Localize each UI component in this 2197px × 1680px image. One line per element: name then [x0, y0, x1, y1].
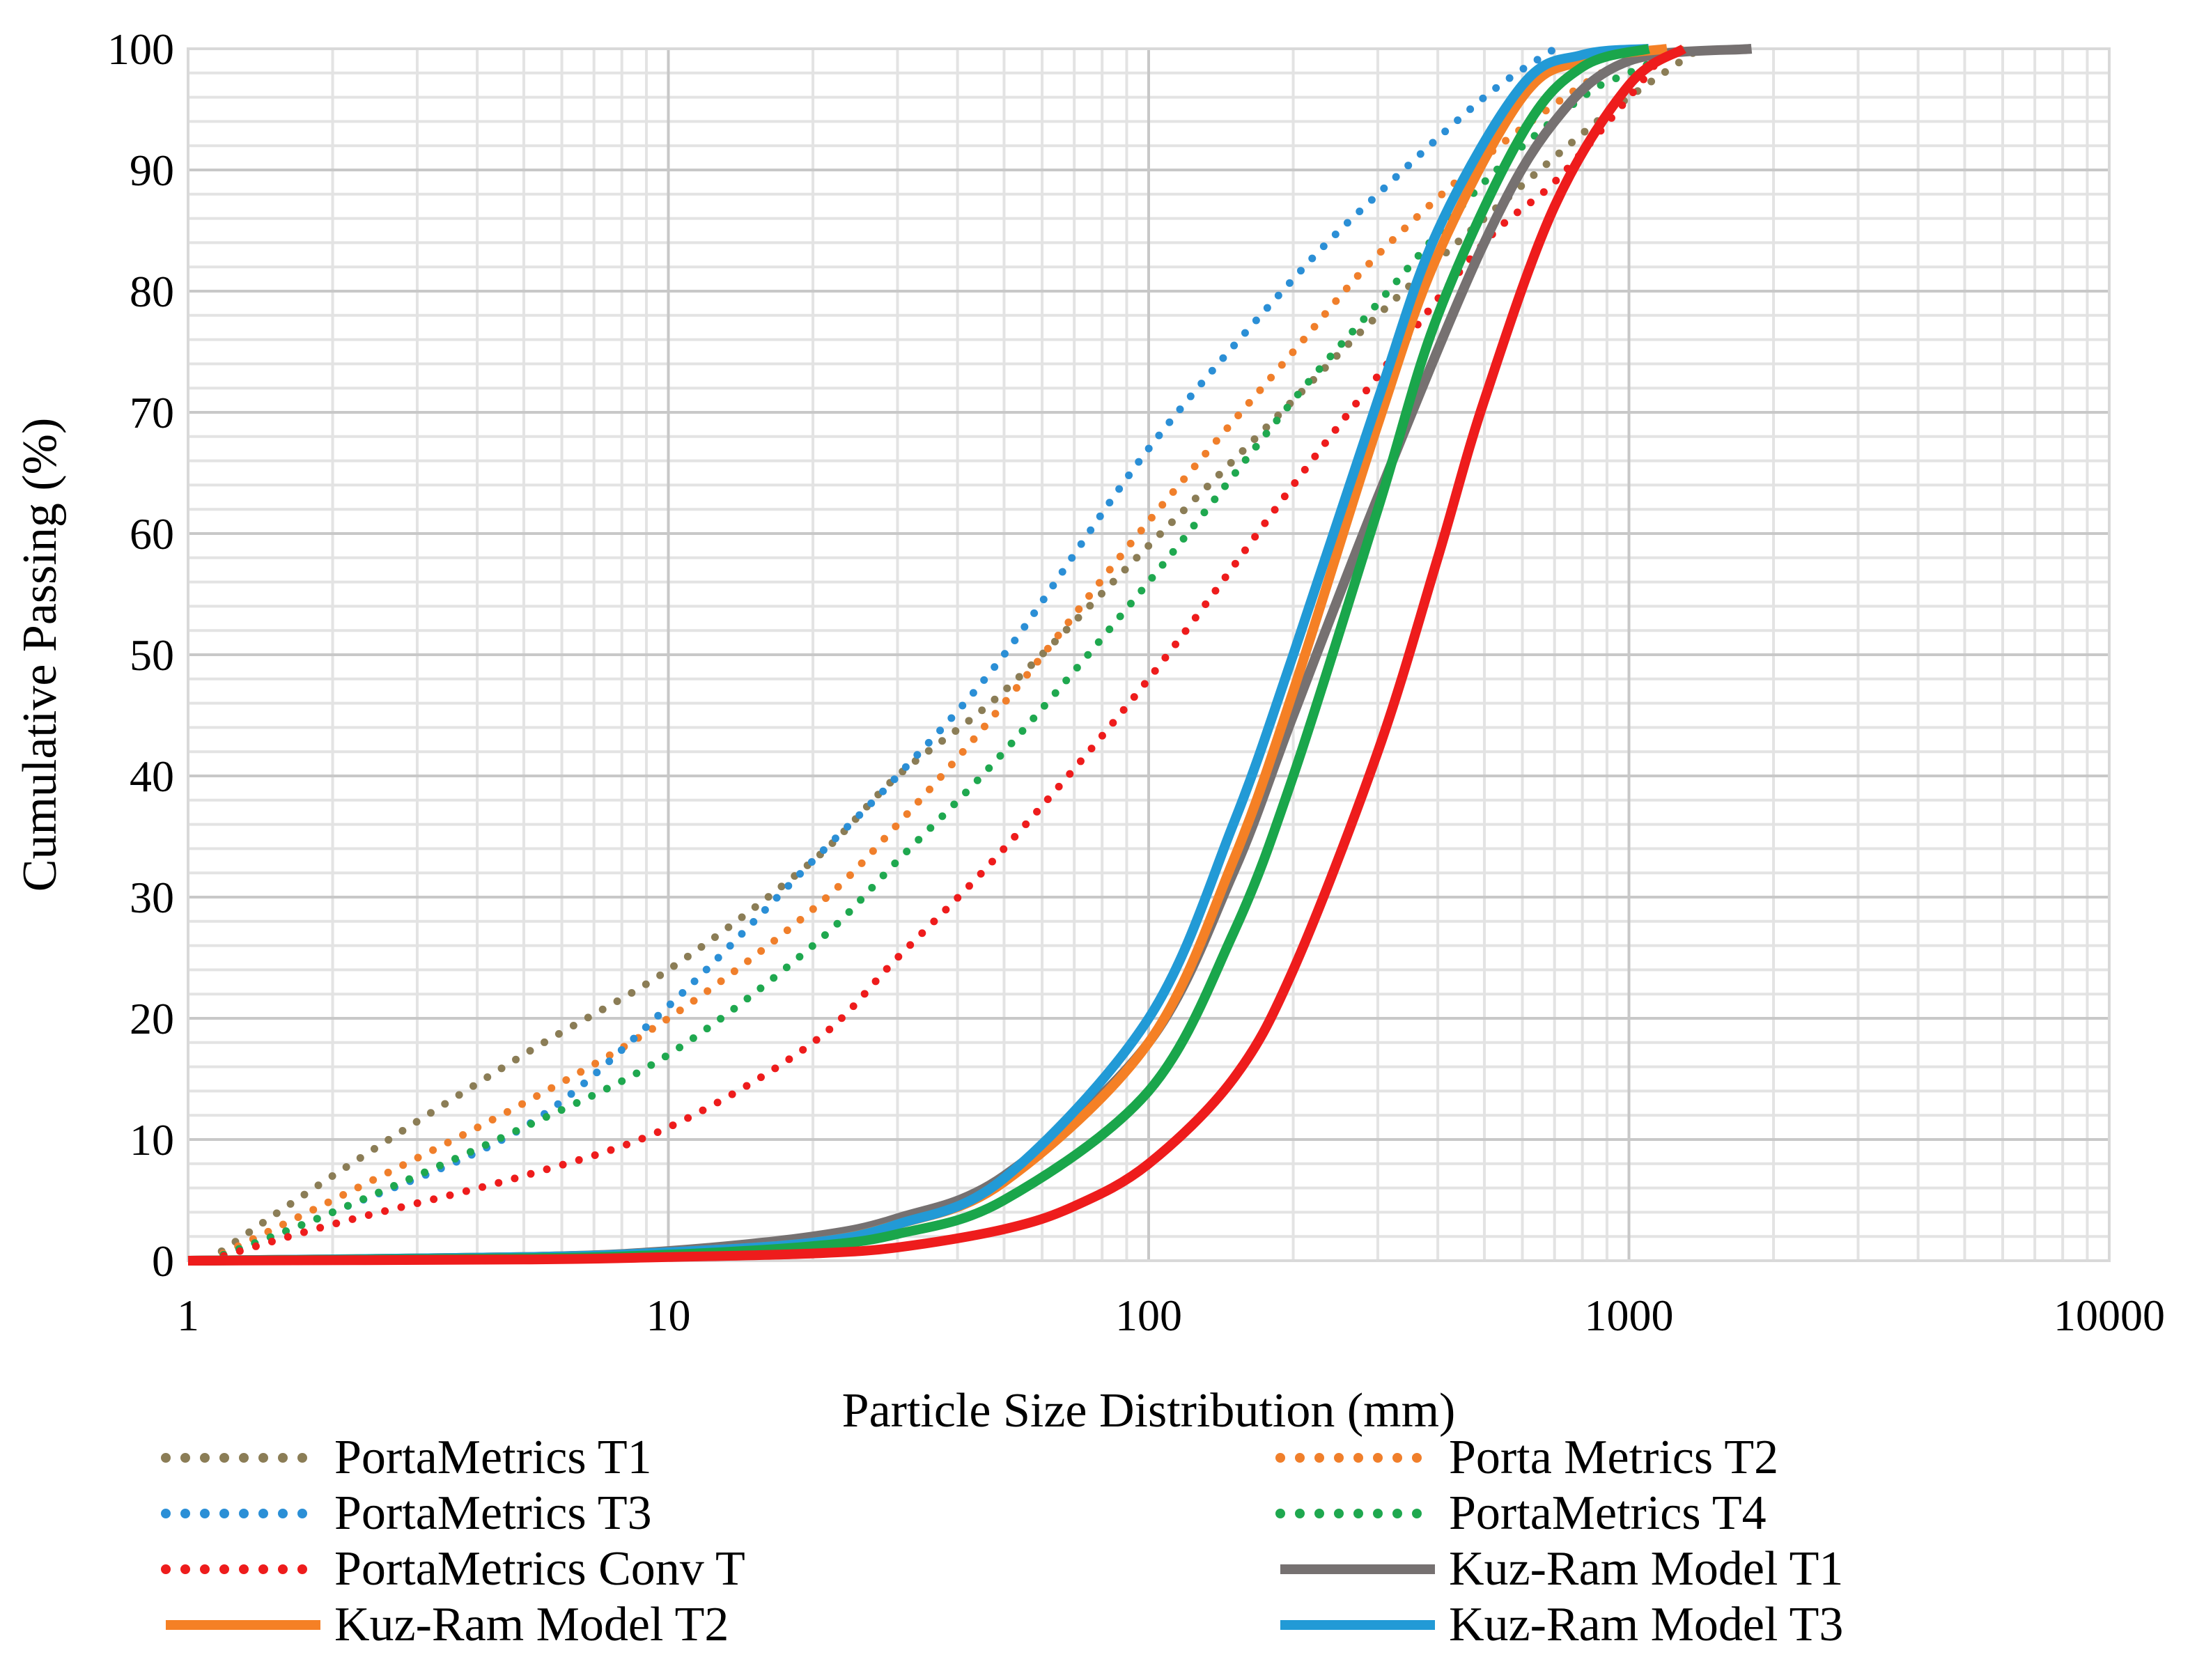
- x-tick-labels: 1 10 100 1000 10000: [177, 1291, 2165, 1340]
- series-line-porta-metrics-t2: [204, 45, 1688, 1265]
- y-tick-label: 90: [130, 146, 174, 195]
- legend-label-portametrics-t3: PortaMetrics T3: [334, 1486, 652, 1540]
- x-tick-label: 10000: [2054, 1291, 2165, 1340]
- legend-label-porta-metrics-t2: Porta Metrics T2: [1449, 1431, 1778, 1484]
- x-tick-label: 1000: [1585, 1291, 1674, 1340]
- y-tick-labels: 0 10 20 30 40 50 60 70 80 90 100: [107, 24, 174, 1286]
- y-tick-label: 0: [152, 1236, 174, 1286]
- y-tick-label: 100: [107, 24, 174, 74]
- legend-label-portametrics-t4: PortaMetrics T4: [1449, 1486, 1767, 1540]
- series-layer: [187, 44, 1753, 1266]
- y-axis-title: Cumulative Passing (%): [13, 418, 67, 892]
- legend-label-kuz-ram-model-t1: Kuz-Ram Model T1: [1449, 1542, 1843, 1596]
- x-tick-label: 100: [1115, 1291, 1182, 1340]
- legend: PortaMetrics T1 Porta Metrics T2PortaMetr…: [161, 1431, 1843, 1651]
- legend-label-portametrics-conv-t: PortaMetrics Conv T: [334, 1542, 745, 1596]
- y-tick-label: 10: [130, 1115, 174, 1165]
- legend-label-kuz-ram-model-t2: Kuz-Ram Model T2: [334, 1598, 729, 1651]
- y-tick-label: 20: [130, 994, 174, 1043]
- series-line-kuz-ram-model-conv-t: [187, 44, 1686, 1266]
- x-axis-title: Particle Size Distribution (mm): [842, 1384, 1456, 1438]
- y-tick-label: 40: [130, 752, 174, 801]
- y-tick-label: 70: [130, 388, 174, 437]
- y-tick-label: 50: [130, 630, 174, 680]
- series-line-portametrics-conv-t: [204, 45, 1671, 1265]
- plot-frame: [187, 47, 2111, 1262]
- y-tick-label: 30: [130, 873, 174, 922]
- legend-label-portametrics-t1: PortaMetrics T1: [334, 1431, 652, 1484]
- x-tick-label: 10: [646, 1291, 691, 1340]
- legend-label-kuz-ram-model-t3: Kuz-Ram Model T3: [1449, 1598, 1843, 1651]
- y-tick-label: 80: [130, 267, 174, 316]
- x-tick-label: 1: [177, 1291, 199, 1340]
- y-tick-label: 60: [130, 509, 174, 559]
